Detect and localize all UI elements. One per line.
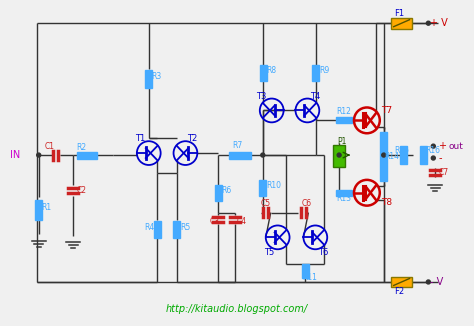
Bar <box>391 18 412 29</box>
Text: -: - <box>438 153 442 163</box>
Text: T3: T3 <box>256 92 266 101</box>
Text: R2: R2 <box>76 143 87 152</box>
Text: R12: R12 <box>336 107 351 116</box>
Bar <box>154 220 161 238</box>
Bar <box>146 70 152 88</box>
Bar <box>35 200 42 219</box>
Text: R15: R15 <box>395 146 410 155</box>
Text: R10: R10 <box>266 181 281 190</box>
Bar <box>336 117 352 123</box>
Text: R9: R9 <box>319 66 329 75</box>
Bar <box>215 185 222 201</box>
Text: +: + <box>438 141 446 151</box>
Circle shape <box>431 144 435 148</box>
Bar <box>336 190 352 196</box>
Text: T2: T2 <box>187 134 198 143</box>
Text: T4: T4 <box>310 92 320 101</box>
Text: R3: R3 <box>152 72 162 81</box>
Bar <box>173 220 180 238</box>
Text: P1: P1 <box>337 137 346 146</box>
Text: R6: R6 <box>221 186 231 195</box>
Circle shape <box>36 153 41 157</box>
Text: R8: R8 <box>266 66 276 75</box>
Text: C6: C6 <box>301 199 311 208</box>
Text: R1: R1 <box>42 203 52 212</box>
Text: C1: C1 <box>45 141 55 151</box>
Text: R14: R14 <box>385 152 400 161</box>
Text: R11: R11 <box>302 273 317 282</box>
Text: T1: T1 <box>135 134 145 143</box>
Bar <box>301 264 309 278</box>
Text: R16: R16 <box>425 146 440 155</box>
Bar <box>259 180 266 196</box>
Bar <box>260 65 266 81</box>
Bar <box>380 132 387 181</box>
Text: T6: T6 <box>319 248 328 257</box>
Circle shape <box>382 153 386 157</box>
Text: IN: IN <box>10 150 20 160</box>
Circle shape <box>261 153 265 157</box>
Text: R13: R13 <box>336 194 351 203</box>
Text: F1: F1 <box>393 9 404 18</box>
Circle shape <box>427 21 430 25</box>
Bar <box>333 145 345 167</box>
Circle shape <box>431 156 435 160</box>
Text: - V: - V <box>430 277 444 287</box>
Text: R7: R7 <box>232 141 242 150</box>
Text: C5: C5 <box>261 199 271 208</box>
Text: C2: C2 <box>76 186 86 195</box>
Text: C4: C4 <box>237 217 247 226</box>
Bar <box>420 146 427 164</box>
Bar <box>229 152 251 158</box>
Text: C7: C7 <box>438 169 448 177</box>
Text: R5: R5 <box>180 223 190 232</box>
Text: out: out <box>448 141 463 151</box>
Bar <box>77 152 97 158</box>
Text: T8: T8 <box>381 198 392 207</box>
Bar <box>400 146 407 164</box>
Circle shape <box>337 153 341 157</box>
Text: C3: C3 <box>209 217 219 226</box>
Bar <box>312 65 319 81</box>
Text: F2: F2 <box>393 288 404 296</box>
Text: R4: R4 <box>145 223 155 232</box>
Text: T5: T5 <box>264 248 274 257</box>
Bar <box>391 276 412 288</box>
Text: + V: + V <box>430 18 448 28</box>
Text: http://kitaudio.blogspot.com/: http://kitaudio.blogspot.com/ <box>166 304 308 314</box>
Circle shape <box>427 280 430 284</box>
Text: T7: T7 <box>381 106 392 115</box>
